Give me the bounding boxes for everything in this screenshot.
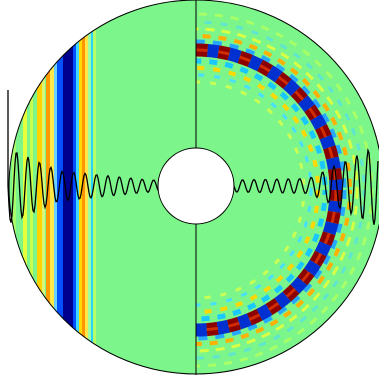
inner-hole	[157, 147, 235, 225]
deep-blue-band	[63, 0, 73, 374]
signal-trace-left	[7, 90, 159, 223]
signal-trace-right	[233, 147, 379, 225]
